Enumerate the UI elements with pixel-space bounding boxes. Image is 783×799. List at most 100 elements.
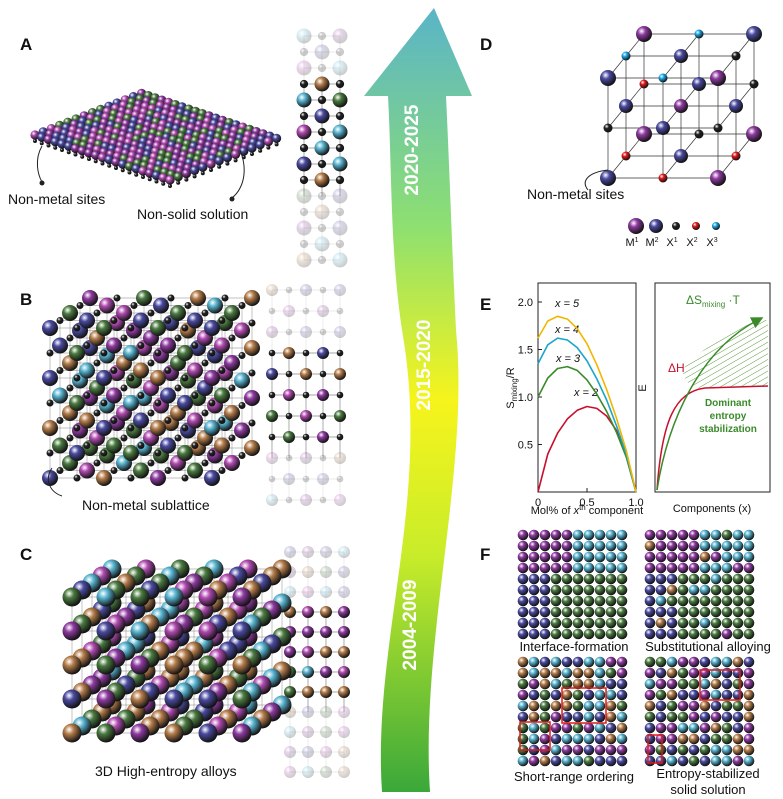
atom xyxy=(667,618,678,629)
atom xyxy=(47,450,54,457)
atom xyxy=(619,99,633,113)
atom xyxy=(225,162,229,166)
atom xyxy=(573,618,584,629)
atom xyxy=(606,734,617,745)
atom xyxy=(148,177,152,181)
atom xyxy=(656,745,667,756)
atom xyxy=(700,541,711,552)
atom xyxy=(606,756,617,767)
atom xyxy=(336,240,344,248)
atom xyxy=(338,686,350,698)
atom xyxy=(303,308,310,315)
atom xyxy=(617,690,628,701)
atom xyxy=(584,530,595,541)
atom xyxy=(175,435,182,442)
atom xyxy=(540,629,551,640)
atom xyxy=(128,171,132,175)
atom xyxy=(617,745,628,756)
atom xyxy=(297,253,312,268)
atom xyxy=(111,467,118,474)
atom xyxy=(187,413,203,429)
atom xyxy=(300,176,308,184)
atom xyxy=(201,171,205,175)
atom xyxy=(199,588,218,607)
atom xyxy=(266,410,278,422)
atom xyxy=(182,475,189,482)
atom xyxy=(297,29,312,44)
atom xyxy=(302,666,314,678)
atom xyxy=(645,745,656,756)
atom xyxy=(79,463,95,479)
atom xyxy=(283,431,295,443)
atom xyxy=(60,148,64,152)
atom xyxy=(722,618,733,629)
atom xyxy=(733,530,744,541)
atom xyxy=(206,159,215,168)
atom xyxy=(722,563,733,574)
atom xyxy=(645,618,656,629)
atom xyxy=(645,629,656,640)
atom xyxy=(338,546,350,558)
atom xyxy=(79,413,95,429)
atom xyxy=(595,734,606,745)
annotation: Non-metal sites xyxy=(8,191,105,207)
atom xyxy=(320,746,332,758)
atom xyxy=(207,298,223,314)
atom xyxy=(42,370,58,386)
atom xyxy=(722,585,733,596)
atom xyxy=(214,438,230,454)
atom xyxy=(185,302,192,309)
atom xyxy=(184,178,188,182)
atom xyxy=(573,541,584,552)
atom xyxy=(518,563,529,574)
atom xyxy=(573,585,584,596)
atom xyxy=(192,342,199,349)
atom xyxy=(320,626,332,638)
atom xyxy=(337,350,344,357)
atom xyxy=(667,668,678,679)
atom xyxy=(239,302,246,309)
atom xyxy=(529,541,540,552)
atom xyxy=(722,756,733,767)
atom xyxy=(667,701,678,712)
atom xyxy=(302,626,314,638)
atom xyxy=(645,701,656,712)
atom xyxy=(209,450,216,457)
atom xyxy=(266,284,278,296)
series-label: x = 5 xyxy=(554,298,580,310)
atom xyxy=(710,70,726,86)
atom xyxy=(204,320,220,336)
pointer-dot xyxy=(230,197,235,202)
atom xyxy=(573,552,584,563)
atom xyxy=(266,146,270,150)
atom xyxy=(656,756,667,767)
atom xyxy=(199,656,218,675)
atom xyxy=(334,410,346,422)
atom xyxy=(52,438,68,454)
atom xyxy=(733,756,744,767)
atom xyxy=(573,668,584,679)
atom xyxy=(595,756,606,767)
atom xyxy=(336,176,344,184)
atom xyxy=(667,541,678,552)
axis-label: E xyxy=(637,384,649,391)
atom xyxy=(656,657,667,668)
atom xyxy=(318,160,326,168)
atom xyxy=(617,585,628,596)
atom xyxy=(518,618,529,629)
atom xyxy=(667,596,678,607)
atom xyxy=(284,766,296,778)
atom xyxy=(584,668,595,679)
atom xyxy=(269,392,276,399)
atom xyxy=(689,712,700,723)
atom xyxy=(300,48,308,56)
atom xyxy=(121,168,125,172)
atom xyxy=(732,52,741,61)
atom xyxy=(317,305,329,317)
y-tick-label: 0.5 xyxy=(518,440,533,452)
atom xyxy=(744,596,755,607)
atom xyxy=(320,566,332,578)
atom xyxy=(302,706,314,718)
atom xyxy=(187,363,203,379)
atom xyxy=(155,180,159,184)
